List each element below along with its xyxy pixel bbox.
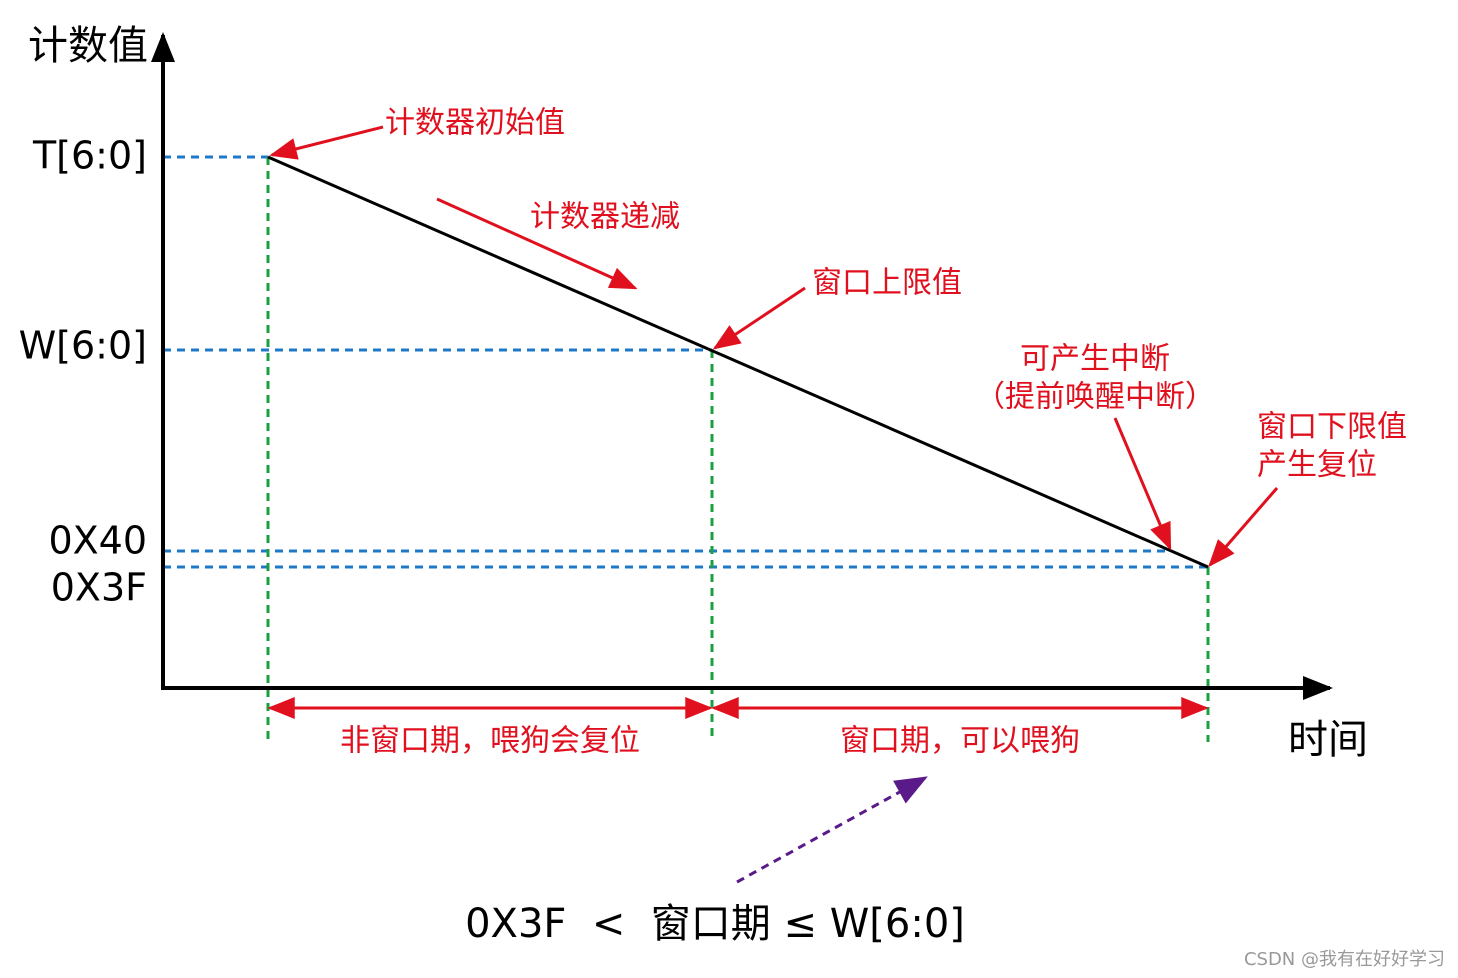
axes (151, 32, 1333, 700)
y-axis-label: 计数值 (28, 23, 148, 69)
x-axis-label: 时间 (1288, 717, 1368, 763)
annotation: 计数器初始值 (385, 106, 565, 141)
annotation: 可产生中断 (1020, 342, 1170, 377)
annotation: 产生复位 (1257, 448, 1377, 483)
annotation: 窗口下限值 (1257, 410, 1407, 445)
level-label: 0X40 (48, 519, 147, 563)
level-label: T[6:0] (32, 134, 147, 178)
counter-line (267, 155, 1209, 569)
level-label: W[6:0] (19, 324, 147, 368)
watermark: CSDN @我有在好好学习 (1244, 949, 1445, 970)
period-label: 窗口期，可以喂狗 (840, 724, 1080, 759)
period-label: 非窗口期，喂狗会复位 (340, 724, 640, 759)
purple-arrow (736, 776, 928, 884)
guides (163, 155, 1210, 742)
annotation: （提前唤醒中断） (975, 380, 1215, 415)
annotation: 计数器递减 (530, 200, 680, 235)
annotation: 窗口上限值 (812, 266, 962, 301)
level-label: 0X3F (51, 566, 147, 610)
red-arrows (267, 125, 1279, 719)
condition: 0X3F < 窗口期 ≤ W[6:0] (465, 901, 965, 947)
